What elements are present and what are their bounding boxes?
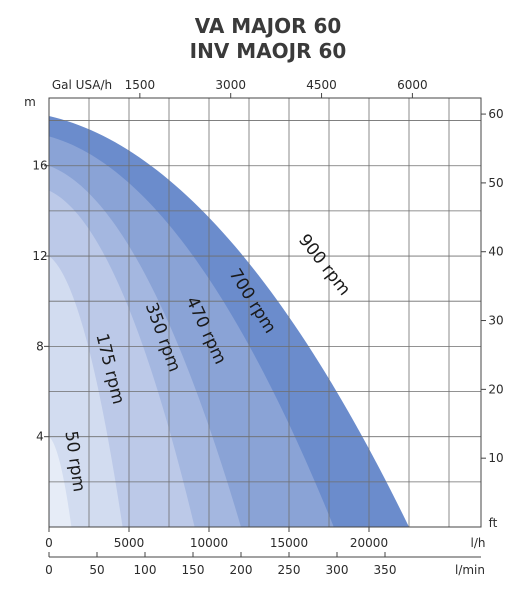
top-tick-label: 4500: [306, 78, 337, 92]
right-tick-label: 20: [488, 382, 503, 396]
lmin-tick-label: 250: [278, 563, 301, 577]
plot-frame: [48, 97, 482, 528]
lmin-tick-label: 200: [230, 563, 253, 577]
left-tick-label: 8: [36, 339, 44, 353]
bottom-tick-label: 15000: [270, 536, 308, 550]
lmin-axis-unit: l/min: [455, 563, 485, 577]
chart-title-line2: INV MAOJR 60: [190, 39, 347, 63]
lmin-tick-label: 50: [89, 563, 104, 577]
left-tick-label: 12: [32, 249, 47, 263]
bottom-tick-label: 5000: [114, 536, 145, 550]
grid: [49, 98, 481, 527]
lmin-tick-label: 100: [134, 563, 157, 577]
lmin-tick-label: 300: [326, 563, 349, 577]
top-tick-label: 3000: [215, 78, 246, 92]
lmin-tick-label: 350: [374, 563, 397, 577]
bottom-axis-unit: l/h: [471, 536, 486, 550]
left-axis-unit: m: [24, 95, 36, 109]
top-tick-label: 1500: [125, 78, 156, 92]
right-tick-label: 10: [488, 451, 503, 465]
right-axis-unit: ft: [489, 516, 498, 530]
right-tick-label: 50: [488, 176, 503, 190]
right-tick-label: 30: [488, 314, 503, 328]
left-tick-label: 4: [36, 430, 44, 444]
left-tick-label: 16: [32, 159, 47, 173]
chart-title-line1: VA MAJOR 60: [195, 14, 342, 38]
top-axis-unit: Gal USA/h: [52, 78, 112, 92]
right-tick-label: 40: [488, 245, 503, 259]
bottom-tick-label: 20000: [350, 536, 388, 550]
top-tick-label: 6000: [397, 78, 428, 92]
curve-label-900-rpm: 900 rpm: [294, 230, 354, 299]
bottom-tick-label: 0: [45, 536, 53, 550]
curve-areas: [49, 116, 409, 528]
lmin-tick-label: 0: [45, 563, 53, 577]
bottom-tick-label: 10000: [190, 536, 228, 550]
lmin-tick-label: 150: [182, 563, 205, 577]
right-tick-label: 60: [488, 107, 503, 121]
